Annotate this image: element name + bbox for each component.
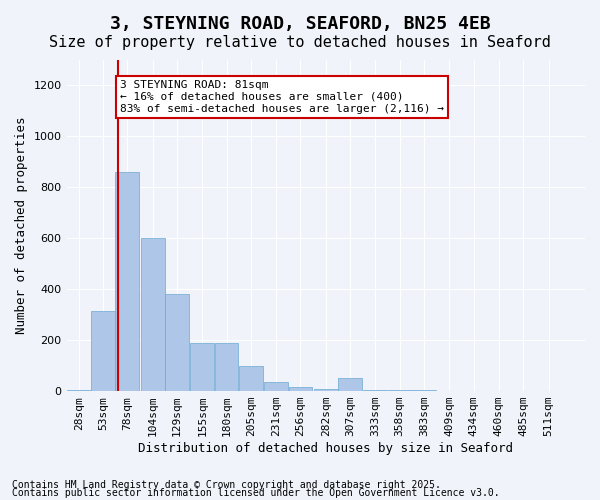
Bar bbox=[215, 342, 238, 391]
Text: Contains HM Land Registry data © Crown copyright and database right 2025.: Contains HM Land Registry data © Crown c… bbox=[12, 480, 441, 490]
Bar bbox=[338, 378, 362, 391]
Bar bbox=[388, 390, 412, 391]
Text: 3, STEYNING ROAD, SEAFORD, BN25 4EB: 3, STEYNING ROAD, SEAFORD, BN25 4EB bbox=[110, 15, 490, 33]
Text: Contains public sector information licensed under the Open Government Licence v3: Contains public sector information licen… bbox=[12, 488, 500, 498]
Text: Size of property relative to detached houses in Seaford: Size of property relative to detached ho… bbox=[49, 35, 551, 50]
Bar bbox=[141, 238, 164, 391]
Bar bbox=[487, 390, 511, 391]
Bar bbox=[314, 388, 338, 391]
Bar bbox=[91, 311, 115, 391]
Y-axis label: Number of detached properties: Number of detached properties bbox=[15, 117, 28, 334]
Bar bbox=[264, 382, 288, 391]
Bar bbox=[412, 390, 436, 391]
Bar bbox=[190, 342, 214, 391]
Bar bbox=[115, 172, 139, 391]
Bar bbox=[289, 388, 313, 391]
X-axis label: Distribution of detached houses by size in Seaford: Distribution of detached houses by size … bbox=[138, 442, 513, 455]
Bar bbox=[165, 294, 189, 391]
Bar bbox=[239, 366, 263, 391]
Bar bbox=[364, 390, 387, 391]
Bar bbox=[67, 390, 91, 391]
Text: 3 STEYNING ROAD: 81sqm
← 16% of detached houses are smaller (400)
83% of semi-de: 3 STEYNING ROAD: 81sqm ← 16% of detached… bbox=[120, 80, 444, 114]
